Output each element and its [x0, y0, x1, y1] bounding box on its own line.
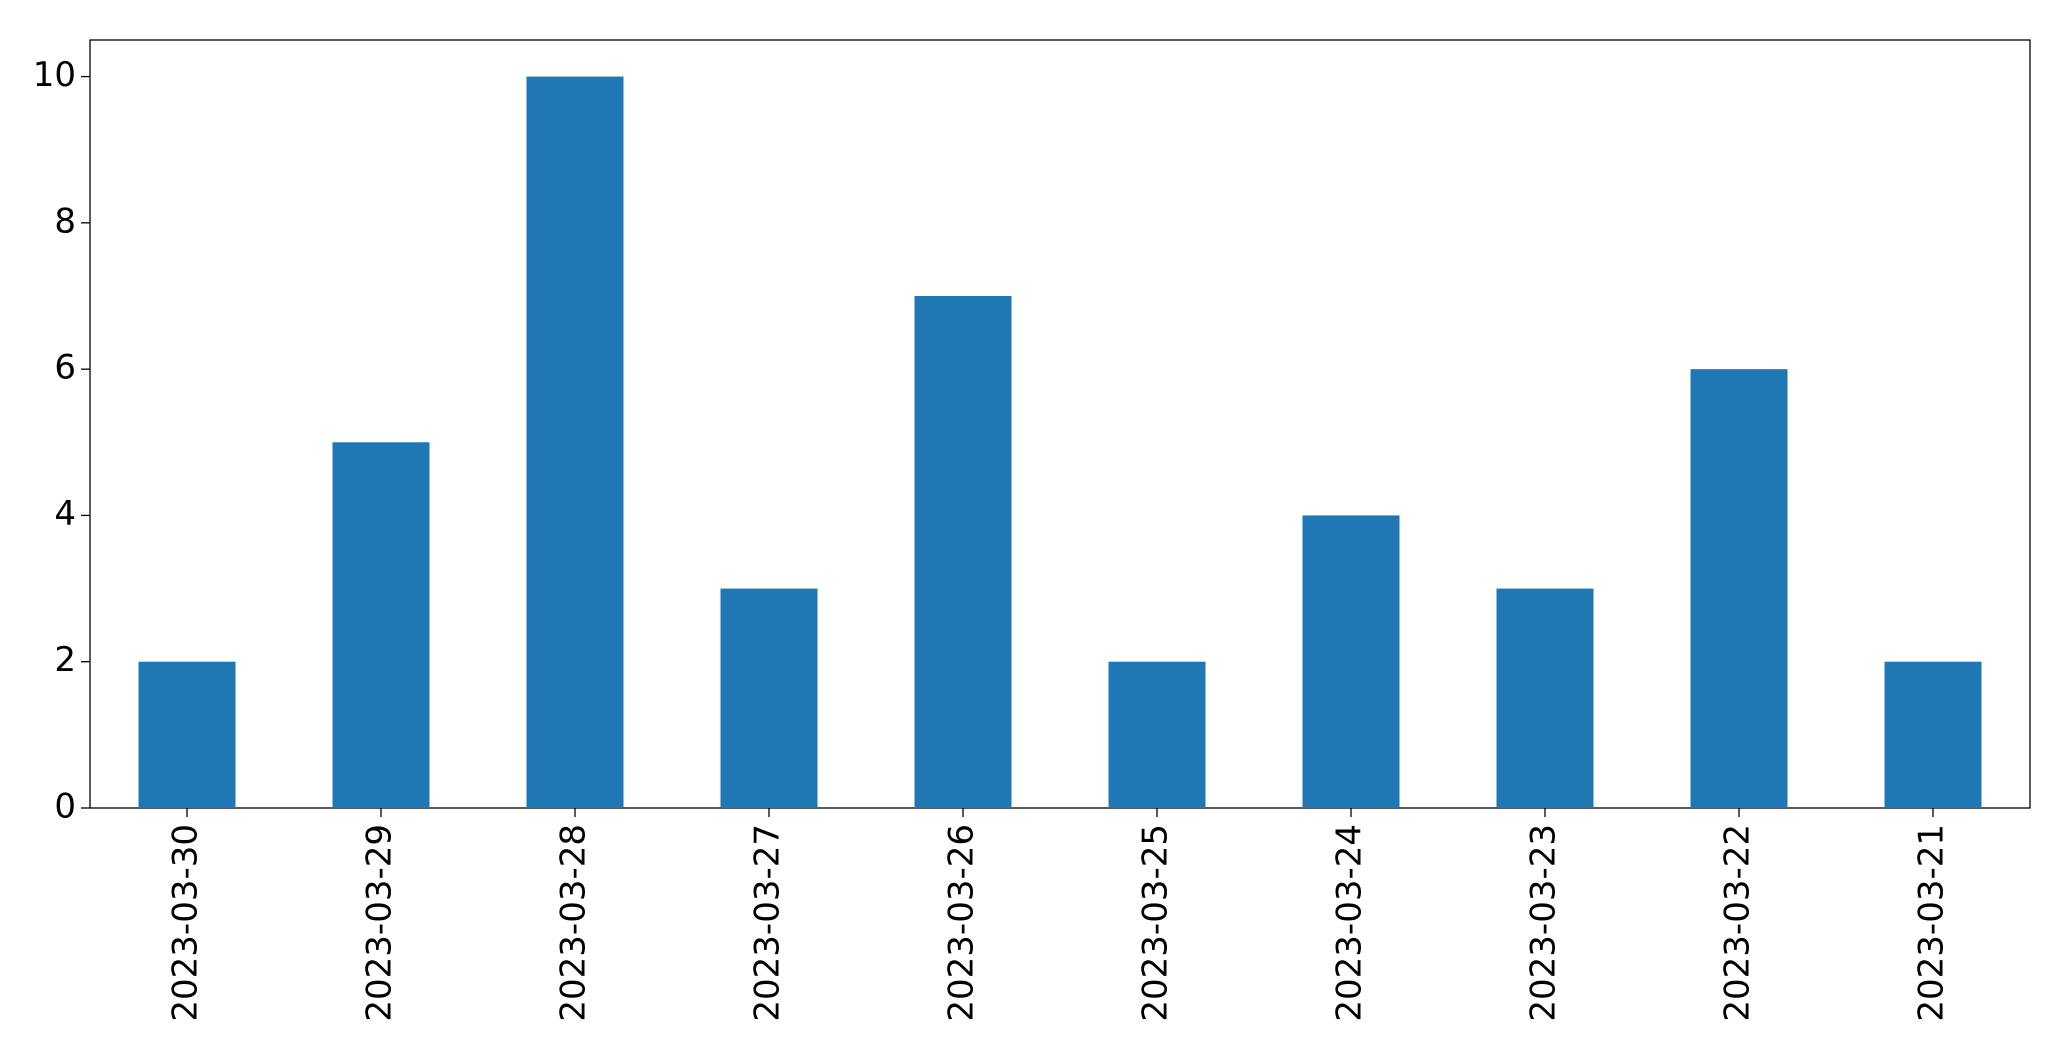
- y-tick-label: 8: [54, 201, 76, 241]
- x-tick-label: 2023-03-30: [166, 824, 206, 1022]
- bar: [138, 661, 236, 808]
- bar: [1690, 369, 1788, 808]
- bar: [720, 588, 818, 808]
- x-tick-label: 2023-03-23: [1524, 824, 1564, 1022]
- bar: [1108, 661, 1206, 808]
- y-tick-label: 0: [54, 787, 76, 827]
- x-tick-label: 2023-03-28: [554, 824, 594, 1022]
- x-tick-label: 2023-03-24: [1330, 824, 1370, 1022]
- x-tick-label: 2023-03-25: [1136, 824, 1176, 1022]
- bar: [914, 296, 1012, 808]
- y-tick-label: 4: [54, 494, 76, 534]
- bar: [1884, 661, 1982, 808]
- x-tick-label: 2023-03-29: [360, 824, 400, 1022]
- x-tick-label: 2023-03-21: [1912, 824, 1952, 1022]
- bar: [526, 76, 624, 809]
- x-tick-label: 2023-03-26: [942, 824, 982, 1022]
- bar: [332, 442, 430, 808]
- y-tick-label: 6: [54, 348, 76, 388]
- bar: [1496, 588, 1594, 808]
- x-tick-label: 2023-03-22: [1718, 824, 1758, 1022]
- plot-frame: [89, 39, 2031, 809]
- x-tick-label: 2023-03-27: [748, 824, 788, 1022]
- bar: [1302, 515, 1400, 808]
- y-tick-label: 2: [54, 640, 76, 680]
- y-tick-label: 10: [33, 55, 76, 95]
